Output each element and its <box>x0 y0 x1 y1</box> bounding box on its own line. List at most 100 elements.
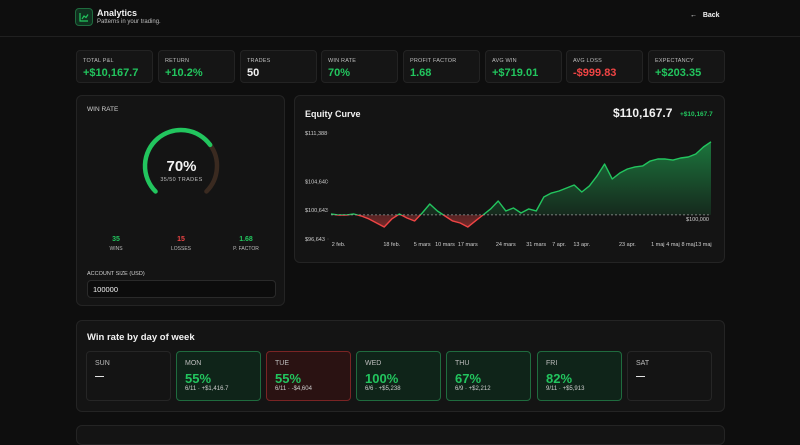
back-label: Back <box>702 12 720 19</box>
y-tick-label: $104,640 <box>305 180 328 186</box>
day-rate: 55% <box>185 371 212 386</box>
day-card: WED 100% 6/6 · +$5,238 <box>356 351 441 401</box>
stat-card: PROFIT FACTOR 1.68 <box>403 50 480 83</box>
day-label: TUE <box>275 360 289 367</box>
losses-value: 15 <box>177 236 185 243</box>
day-card: THU 67% 6/9 · +$2,212 <box>446 351 531 401</box>
panel-title: Win rate by day of week <box>87 332 195 343</box>
equity-change: +$10,167.7 <box>680 111 713 118</box>
stat-value: +$203.35 <box>655 67 702 79</box>
gauge-sub: 35/50 TRADES <box>160 177 203 183</box>
app-icon <box>75 8 93 26</box>
equity-panel: Equity Curve $110,167.7 +$10,167.7 $96,6… <box>294 95 725 263</box>
stat-value: 50 <box>247 67 260 79</box>
stat-value: +$719.01 <box>492 67 539 79</box>
x-tick-label: 7 apr. <box>552 242 566 248</box>
day-label: THU <box>455 360 470 367</box>
gauge-arc <box>142 127 213 194</box>
day-detail: 9/11 · +$5,913 <box>546 386 585 392</box>
back-button[interactable]: ← Back <box>690 12 720 19</box>
day-rate: 100% <box>365 371 399 386</box>
pf-label: P. FACTOR <box>233 246 259 252</box>
x-tick-label: 31 mars <box>526 242 546 248</box>
stat-card: WIN RATE 70% <box>321 50 398 83</box>
stat-label: WIN RATE <box>328 58 357 64</box>
x-tick-label: 13 maj <box>695 242 712 248</box>
chart-title: Equity Curve <box>305 109 361 119</box>
day-card: SAT — <box>627 351 712 401</box>
equity-area <box>331 141 711 228</box>
stat-value: +10.2% <box>165 67 203 79</box>
x-tick-label: 18 feb. <box>383 242 400 248</box>
day-label: MON <box>185 360 202 367</box>
gauge <box>142 127 220 194</box>
stat-card: AVG WIN +$719.01 <box>485 50 562 83</box>
day-rate: 82% <box>546 371 573 386</box>
day-label: SUN <box>95 360 110 367</box>
next-panel <box>76 425 725 445</box>
losses-label: LOSSES <box>170 246 191 252</box>
day-card: MON 55% 6/11 · +$1,416.7 <box>176 351 261 401</box>
day-card: TUE 55% 6/11 · -$4,604 <box>266 351 351 401</box>
stat-card: RETURN +10.2% <box>158 50 235 83</box>
x-tick-label: 8 maj <box>681 242 694 248</box>
wins-value: 35 <box>112 236 120 243</box>
stat-label: AVG WIN <box>492 58 517 64</box>
stat-label: EXPECTANCY <box>655 58 694 64</box>
pf-value: 1.68 <box>239 236 253 243</box>
stat-value: +$10,167.7 <box>83 67 139 79</box>
stat-label: TOTAL P&L <box>83 58 114 64</box>
day-label: SAT <box>636 360 650 367</box>
account-label: ACCOUNT SIZE (USD) <box>87 271 145 277</box>
stat-card: TRADES 50 <box>240 50 317 83</box>
gauge-track <box>204 142 220 194</box>
equity-total: $110,167.7 <box>613 106 673 120</box>
x-tick-label: 13 apr. <box>573 242 590 248</box>
day-label: WED <box>365 360 382 367</box>
stat-value: 70% <box>328 67 351 79</box>
equity-line <box>330 141 712 228</box>
stat-label: TRADES <box>247 58 271 64</box>
y-tick-label: $96,643 <box>305 237 325 243</box>
panel-title: WIN RATE <box>87 106 119 113</box>
stat-value: -$999.83 <box>573 67 617 79</box>
day-rate: 67% <box>455 371 482 386</box>
day-detail: 6/11 · -$4,604 <box>275 386 312 392</box>
page: *{box-sizing:border-box;margin:0;padding… <box>0 8 800 445</box>
day-card: FRI 82% 9/11 · +$5,913 <box>537 351 622 401</box>
stat-card: AVG LOSS -$999.83 <box>566 50 643 83</box>
gauge-label: 70% <box>166 158 197 175</box>
title: Analytics <box>97 8 138 18</box>
back-arrow: ← <box>690 12 703 19</box>
day-rate: 55% <box>275 371 302 386</box>
icon <box>79 13 89 22</box>
stat-card: EXPECTANCY +$203.35 <box>648 50 725 83</box>
y-tick-label: $100,643 <box>305 208 328 214</box>
day-detail: 6/6 · +$5,238 <box>365 386 401 392</box>
x-tick-label: 1 maj <box>651 242 664 248</box>
stat-label: PROFIT FACTOR <box>410 58 457 64</box>
x-tick-label: 23 apr. <box>619 242 636 248</box>
day-rate: — <box>636 371 645 381</box>
subtitle: Patterns in your trading. <box>97 19 161 25</box>
wins-label: WINS <box>109 246 123 252</box>
analytics-screen: {"header":{"title":"Analytics","subtitle… <box>0 8 800 445</box>
x-tick-label: 5 mars <box>414 242 431 248</box>
x-tick-label: 24 mars <box>496 242 516 248</box>
y-tick-label: $111,388 <box>305 131 327 137</box>
day-rate: — <box>95 371 104 381</box>
x-tick-label: 10 mars <box>435 242 455 248</box>
win-rate-panel: WIN RATE 70% 35/50 TRADES 35 WINS 15 LOS… <box>76 95 285 306</box>
x-tick-label: 2 feb. <box>332 242 346 248</box>
account-input[interactable]: 100000 <box>87 280 276 298</box>
divider <box>0 36 800 37</box>
day-detail: 6/9 · +$2,212 <box>455 386 491 392</box>
stat-card: TOTAL P&L +$10,167.7 <box>76 50 153 83</box>
stat-value: 1.68 <box>410 67 432 79</box>
baseline-label: $100,000 <box>686 217 709 223</box>
stat-label: AVG LOSS <box>573 58 603 64</box>
day-card: SUN — <box>86 351 171 401</box>
day-detail: 6/11 · +$1,416.7 <box>185 386 229 392</box>
x-tick-label: 17 mars <box>458 242 478 248</box>
x-tick-label: 4 maj <box>666 242 679 248</box>
